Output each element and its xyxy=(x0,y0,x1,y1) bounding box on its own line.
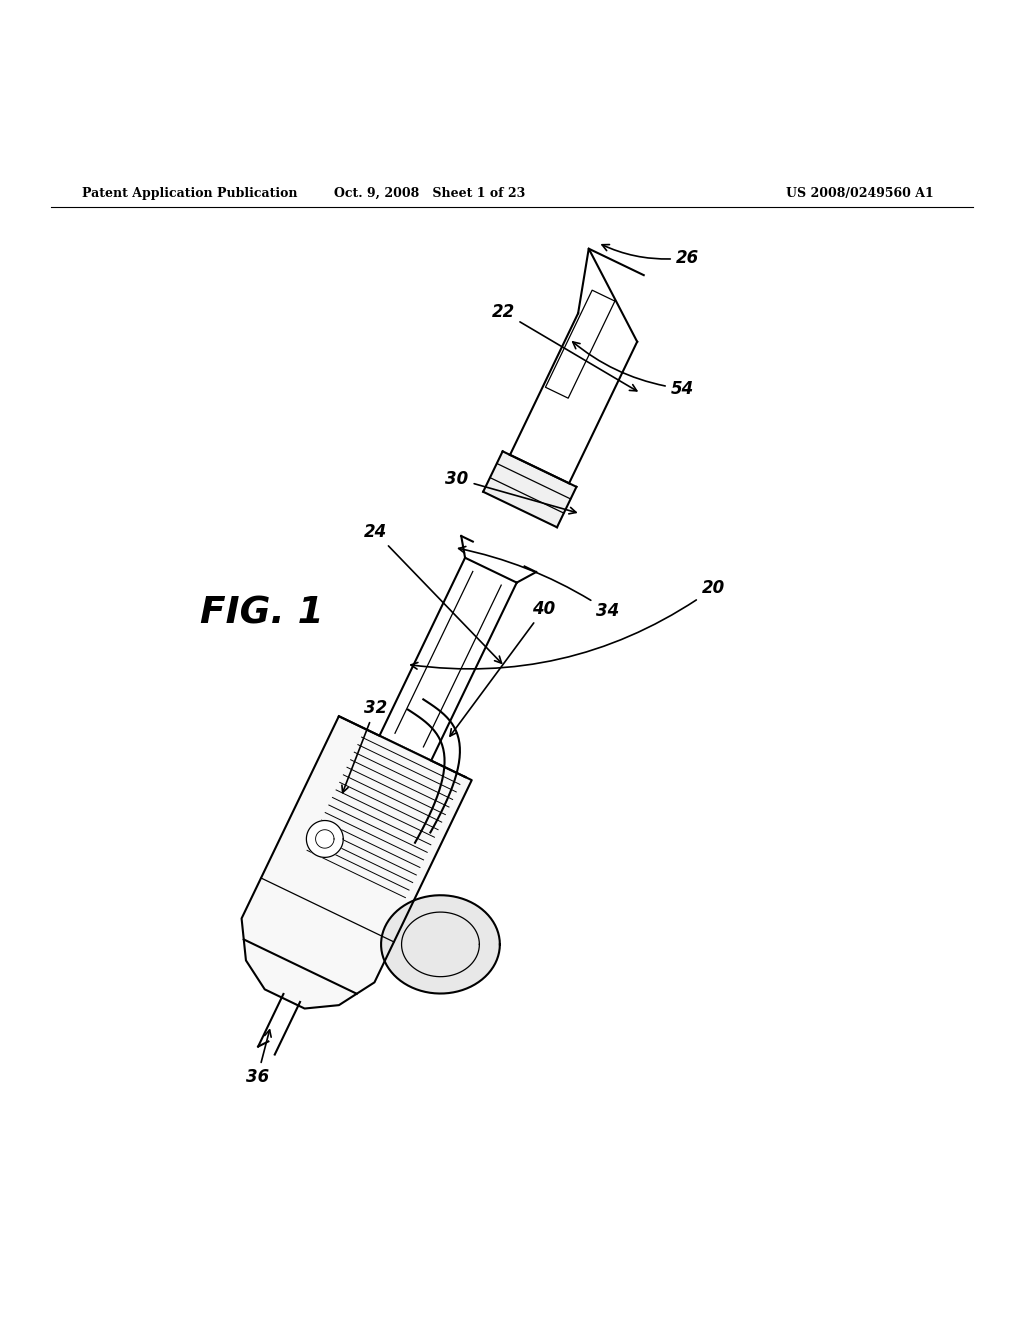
Text: 32: 32 xyxy=(342,700,387,792)
Text: 24: 24 xyxy=(364,523,502,663)
Text: 30: 30 xyxy=(445,470,577,513)
Text: Oct. 9, 2008   Sheet 1 of 23: Oct. 9, 2008 Sheet 1 of 23 xyxy=(335,187,525,199)
Text: FIG. 1: FIG. 1 xyxy=(200,595,324,632)
Text: 22: 22 xyxy=(492,304,637,391)
Polygon shape xyxy=(242,717,472,1008)
Text: 26: 26 xyxy=(602,244,699,267)
Text: US 2008/0249560 A1: US 2008/0249560 A1 xyxy=(786,187,934,199)
Polygon shape xyxy=(381,895,500,994)
Text: Patent Application Publication: Patent Application Publication xyxy=(82,187,297,199)
Text: 36: 36 xyxy=(246,1030,271,1086)
Text: 34: 34 xyxy=(459,546,620,620)
Polygon shape xyxy=(483,451,577,527)
Polygon shape xyxy=(306,821,343,858)
Text: 20: 20 xyxy=(411,579,725,669)
Text: 40: 40 xyxy=(450,599,556,737)
Text: 54: 54 xyxy=(572,342,694,397)
